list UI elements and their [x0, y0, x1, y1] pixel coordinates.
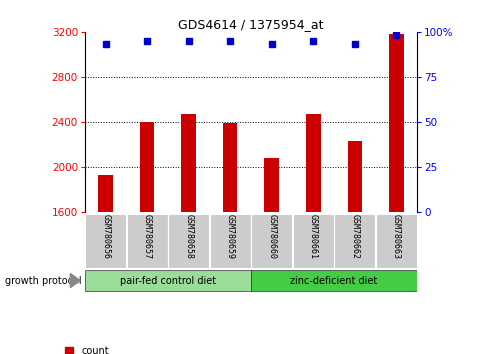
Text: GSM780658: GSM780658: [184, 214, 193, 259]
FancyBboxPatch shape: [292, 213, 333, 268]
Bar: [181, 114, 196, 212]
FancyBboxPatch shape: [85, 270, 251, 291]
Bar: [347, 141, 362, 212]
Text: GSM780663: GSM780663: [391, 214, 400, 259]
Text: GSM780656: GSM780656: [101, 214, 110, 259]
Bar: [264, 158, 278, 212]
FancyBboxPatch shape: [168, 213, 209, 268]
Bar: [388, 34, 403, 212]
FancyBboxPatch shape: [251, 270, 416, 291]
Text: GSM780661: GSM780661: [308, 214, 317, 259]
FancyBboxPatch shape: [333, 213, 375, 268]
Text: pair-fed control diet: pair-fed control diet: [120, 275, 215, 286]
FancyBboxPatch shape: [126, 213, 167, 268]
Text: GSM780657: GSM780657: [142, 214, 151, 259]
FancyBboxPatch shape: [85, 213, 126, 268]
Text: GSM780659: GSM780659: [225, 214, 234, 259]
FancyBboxPatch shape: [209, 213, 250, 268]
Bar: [223, 123, 237, 212]
FancyBboxPatch shape: [251, 213, 292, 268]
Text: GSM780660: GSM780660: [267, 214, 276, 259]
Bar: [98, 175, 113, 212]
Title: GDS4614 / 1375954_at: GDS4614 / 1375954_at: [178, 18, 323, 31]
Text: GSM780662: GSM780662: [349, 214, 359, 259]
Legend: count, percentile rank within the sample: count, percentile rank within the sample: [65, 347, 245, 354]
Text: zinc-deficient diet: zinc-deficient diet: [290, 275, 377, 286]
Bar: [139, 122, 154, 212]
FancyBboxPatch shape: [375, 213, 416, 268]
Bar: [305, 114, 320, 212]
Polygon shape: [70, 273, 80, 287]
Text: growth protocol: growth protocol: [5, 275, 81, 286]
